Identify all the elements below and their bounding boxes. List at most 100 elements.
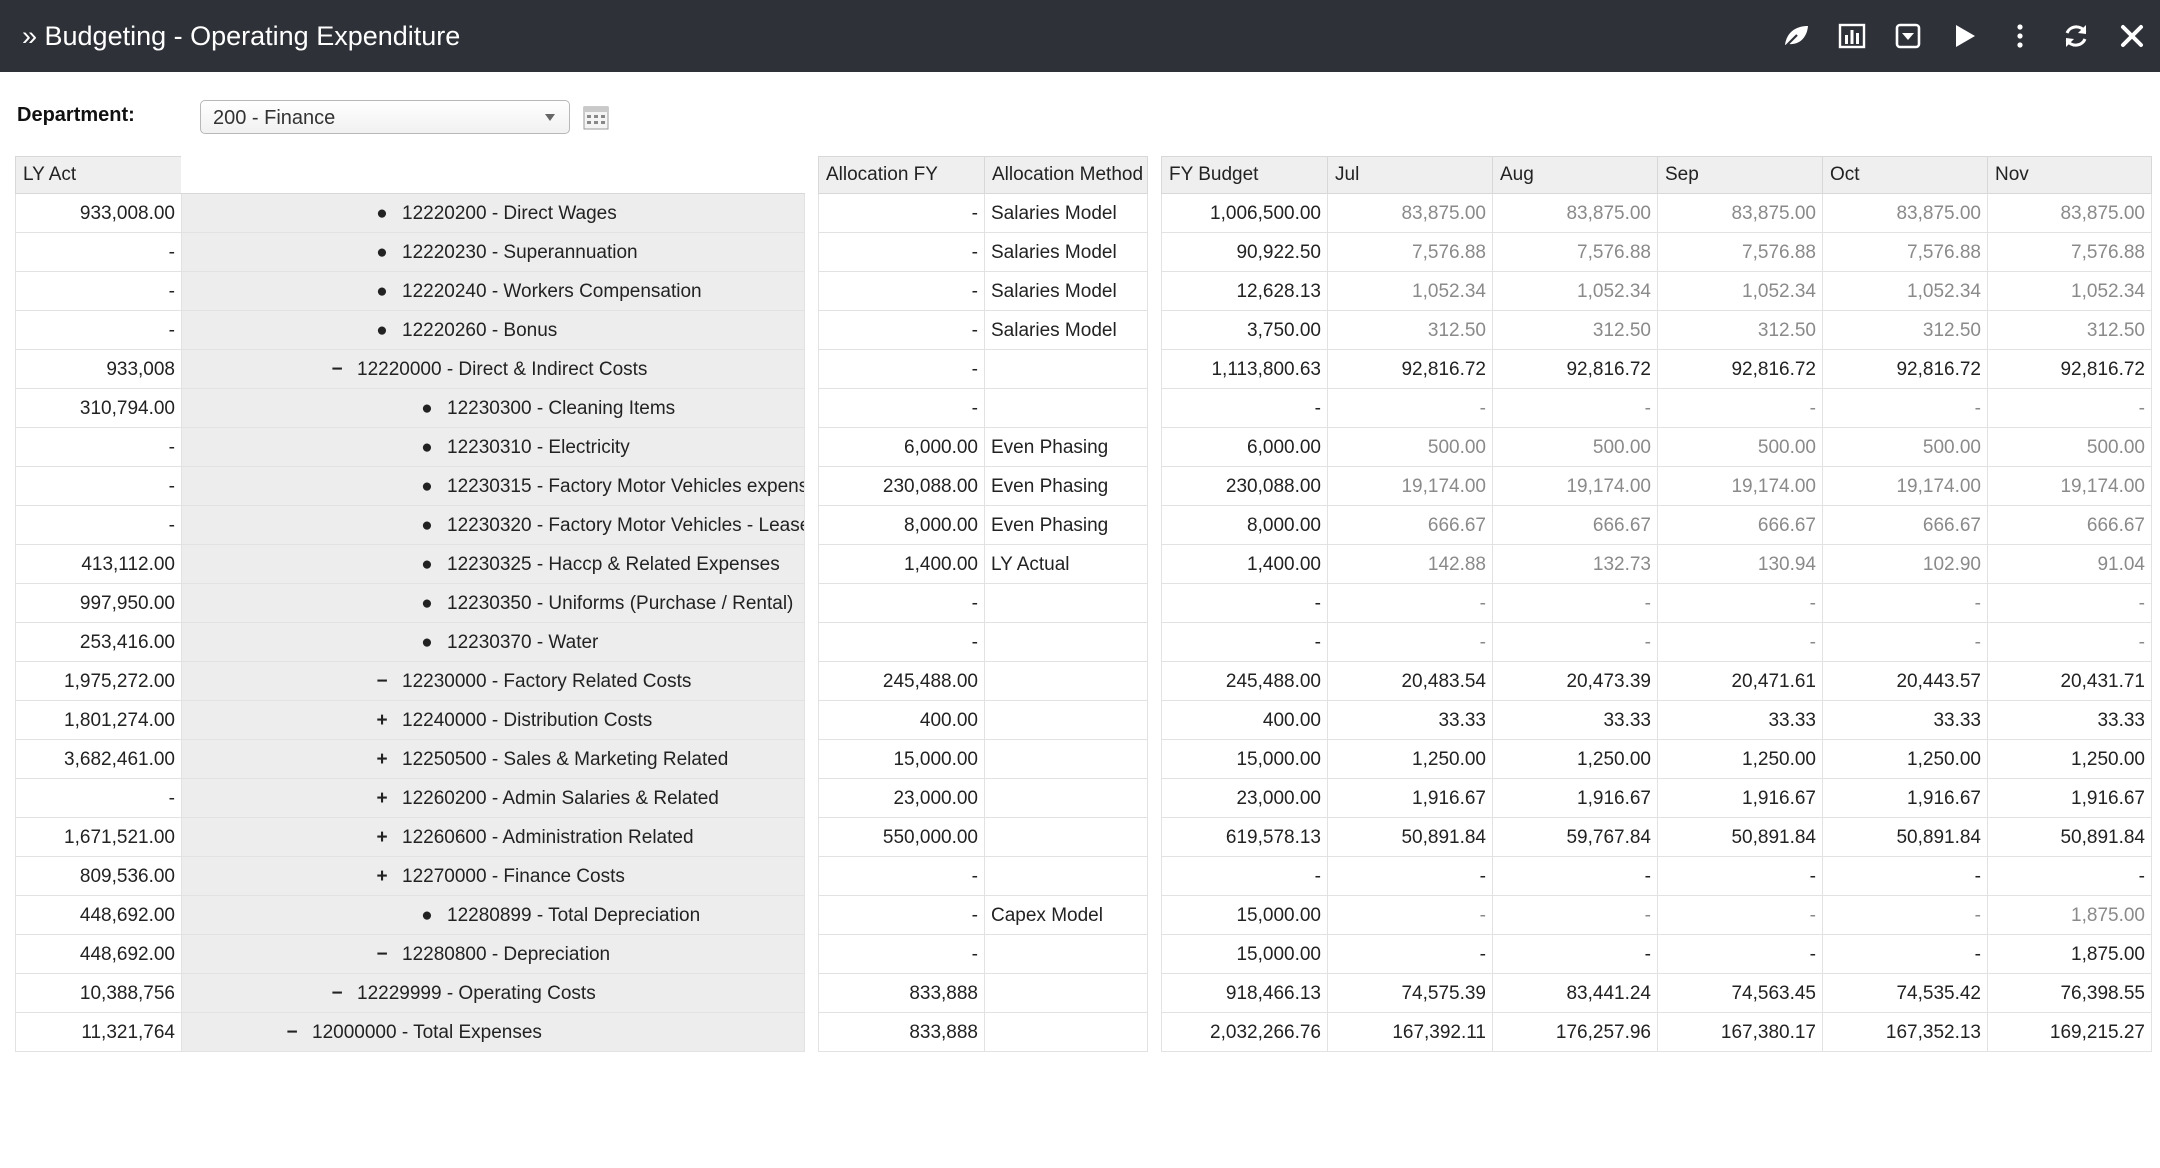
col-header-month[interactable]: Sep: [1657, 156, 1822, 194]
account-cell[interactable]: ● 12220200 - Direct Wages: [181, 194, 805, 233]
month-cell[interactable]: 1,875.00: [1987, 935, 2152, 974]
month-cell[interactable]: 666.67: [1327, 506, 1492, 545]
month-cell[interactable]: 169,215.27: [1987, 1013, 2152, 1052]
month-cell[interactable]: 666.67: [1492, 506, 1657, 545]
allocation-method-cell[interactable]: Salaries Model: [984, 311, 1148, 350]
fy-budget-cell[interactable]: 1,113,800.63: [1161, 350, 1327, 389]
month-cell[interactable]: -: [1987, 389, 2152, 428]
month-cell[interactable]: -: [1327, 623, 1492, 662]
ly-act-cell[interactable]: 310,794.00: [15, 389, 181, 428]
month-cell[interactable]: 312.50: [1822, 311, 1987, 350]
month-cell[interactable]: 167,380.17: [1657, 1013, 1822, 1052]
ly-act-cell[interactable]: 1,975,272.00: [15, 662, 181, 701]
allocation-method-cell[interactable]: Salaries Model: [984, 272, 1148, 311]
department-select[interactable]: 200 - Finance: [200, 100, 570, 134]
month-cell[interactable]: 1,052.34: [1987, 272, 2152, 311]
allocation-fy-cell[interactable]: -: [818, 350, 984, 389]
month-cell[interactable]: -: [1492, 623, 1657, 662]
account-cell[interactable]: +12260600 - Administration Related: [181, 818, 805, 857]
month-cell[interactable]: 20,431.71: [1987, 662, 2152, 701]
month-cell[interactable]: 92,816.72: [1492, 350, 1657, 389]
allocation-fy-cell[interactable]: 230,088.00: [818, 467, 984, 506]
month-cell[interactable]: 20,473.39: [1492, 662, 1657, 701]
fy-budget-cell[interactable]: 15,000.00: [1161, 896, 1327, 935]
month-cell[interactable]: 1,916.67: [1987, 779, 2152, 818]
ly-act-cell[interactable]: 933,008.00: [15, 194, 181, 233]
month-cell[interactable]: -: [1657, 584, 1822, 623]
allocation-method-cell[interactable]: [984, 623, 1148, 662]
col-header-allocation-method[interactable]: Allocation Method: [984, 156, 1148, 194]
month-cell[interactable]: 130.94: [1657, 545, 1822, 584]
allocation-fy-cell[interactable]: 833,888: [818, 1013, 984, 1052]
month-cell[interactable]: -: [1492, 935, 1657, 974]
col-header-month[interactable]: Oct: [1822, 156, 1987, 194]
ly-act-cell[interactable]: 253,416.00: [15, 623, 181, 662]
account-cell[interactable]: ● 12220240 - Workers Compensation: [181, 272, 805, 311]
month-cell[interactable]: 666.67: [1822, 506, 1987, 545]
month-cell[interactable]: -: [1327, 857, 1492, 896]
account-cell[interactable]: ● 12220230 - Superannuation: [181, 233, 805, 272]
allocation-method-cell[interactable]: [984, 1013, 1148, 1052]
month-cell[interactable]: -: [1987, 623, 2152, 662]
ly-act-cell[interactable]: 10,388,756: [15, 974, 181, 1013]
play-icon[interactable]: [1936, 0, 1992, 72]
fy-budget-cell[interactable]: 15,000.00: [1161, 935, 1327, 974]
allocation-method-cell[interactable]: [984, 584, 1148, 623]
month-cell[interactable]: -: [1657, 896, 1822, 935]
download-icon[interactable]: [1880, 0, 1936, 72]
fy-budget-cell[interactable]: 23,000.00: [1161, 779, 1327, 818]
refresh-icon[interactable]: [2048, 0, 2104, 72]
ly-act-cell[interactable]: 3,682,461.00: [15, 740, 181, 779]
allocation-fy-cell[interactable]: -: [818, 194, 984, 233]
month-cell[interactable]: 19,174.00: [1987, 467, 2152, 506]
month-cell[interactable]: -: [1327, 935, 1492, 974]
month-cell[interactable]: 500.00: [1822, 428, 1987, 467]
allocation-method-cell[interactable]: Salaries Model: [984, 233, 1148, 272]
ly-act-cell[interactable]: 809,536.00: [15, 857, 181, 896]
account-cell[interactable]: ● 12230300 - Cleaning Items: [181, 389, 805, 428]
collapse-icon[interactable]: −: [331, 983, 343, 1004]
account-cell[interactable]: −12229999 - Operating Costs: [181, 974, 805, 1013]
allocation-method-cell[interactable]: [984, 818, 1148, 857]
allocation-fy-cell[interactable]: -: [818, 857, 984, 896]
collapse-icon[interactable]: −: [376, 944, 388, 965]
month-cell[interactable]: 50,891.84: [1327, 818, 1492, 857]
month-cell[interactable]: 19,174.00: [1327, 467, 1492, 506]
allocation-method-cell[interactable]: LY Actual: [984, 545, 1148, 584]
col-header-ly-act[interactable]: LY Act: [15, 156, 181, 194]
month-cell[interactable]: 92,816.72: [1987, 350, 2152, 389]
account-cell[interactable]: −12220000 - Direct & Indirect Costs: [181, 350, 805, 389]
month-cell[interactable]: 1,052.34: [1822, 272, 1987, 311]
month-cell[interactable]: 312.50: [1327, 311, 1492, 350]
allocation-method-cell[interactable]: Even Phasing: [984, 467, 1148, 506]
col-header-month[interactable]: Nov: [1987, 156, 2152, 194]
allocation-fy-cell[interactable]: 6,000.00: [818, 428, 984, 467]
more-vertical-icon[interactable]: [1992, 0, 2048, 72]
month-cell[interactable]: 1,916.67: [1657, 779, 1822, 818]
month-cell[interactable]: -: [1987, 584, 2152, 623]
ly-act-cell[interactable]: -: [15, 428, 181, 467]
month-cell[interactable]: -: [1492, 896, 1657, 935]
ly-act-cell[interactable]: 448,692.00: [15, 896, 181, 935]
month-cell[interactable]: 7,576.88: [1822, 233, 1987, 272]
month-cell[interactable]: -: [1657, 857, 1822, 896]
allocation-fy-cell[interactable]: 833,888: [818, 974, 984, 1013]
month-cell[interactable]: -: [1492, 584, 1657, 623]
account-cell[interactable]: −12280800 - Depreciation: [181, 935, 805, 974]
month-cell[interactable]: 33.33: [1657, 701, 1822, 740]
fy-budget-cell[interactable]: -: [1161, 584, 1327, 623]
allocation-method-cell[interactable]: [984, 779, 1148, 818]
allocation-fy-cell[interactable]: -: [818, 623, 984, 662]
allocation-method-cell[interactable]: Salaries Model: [984, 194, 1148, 233]
ly-act-cell[interactable]: 1,671,521.00: [15, 818, 181, 857]
account-cell[interactable]: ● 12230325 - Haccp & Related Expenses: [181, 545, 805, 584]
month-cell[interactable]: -: [1657, 623, 1822, 662]
ly-act-cell[interactable]: -: [15, 311, 181, 350]
month-cell[interactable]: 102.90: [1822, 545, 1987, 584]
allocation-fy-cell[interactable]: 400.00: [818, 701, 984, 740]
month-cell[interactable]: 1,875.00: [1987, 896, 2152, 935]
fy-budget-cell[interactable]: -: [1161, 623, 1327, 662]
month-cell[interactable]: 167,392.11: [1327, 1013, 1492, 1052]
allocation-fy-cell[interactable]: -: [818, 389, 984, 428]
col-header-allocation-fy[interactable]: Allocation FY: [818, 156, 984, 194]
